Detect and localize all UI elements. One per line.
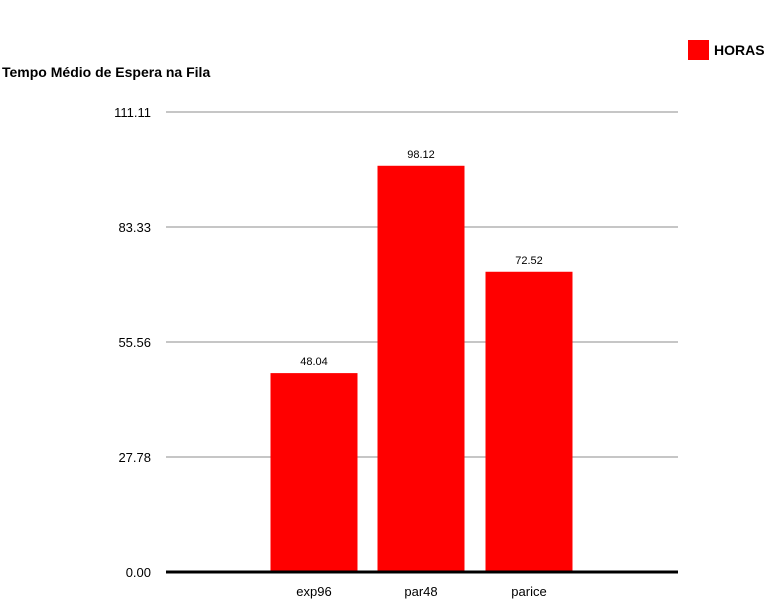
- x-tick-label-par48: par48: [404, 584, 437, 599]
- value-label-parice: 72.52: [515, 255, 543, 267]
- bar-parice: [485, 271, 573, 572]
- y-tick-label: 27.78: [118, 450, 151, 465]
- x-tick-label-parice: parice: [511, 584, 546, 599]
- y-tick-label: 83.33: [118, 220, 151, 235]
- legend-label-horas: HORAS: [714, 42, 765, 58]
- legend-swatch: [688, 40, 709, 60]
- chart-title: Tempo Médio de Espera na Fila: [2, 64, 211, 80]
- value-label-par48: 98.12: [407, 149, 435, 161]
- legend: HORAS: [688, 40, 765, 60]
- y-tick-label: 55.56: [118, 335, 151, 350]
- y-tick-label: 111.11: [114, 105, 151, 120]
- bar-exp96: [270, 373, 358, 572]
- value-label-exp96: 48.04: [300, 356, 328, 368]
- bar-par48: [377, 165, 465, 572]
- x-tick-label-exp96: exp96: [296, 584, 331, 599]
- y-tick-label: 0.00: [126, 565, 151, 580]
